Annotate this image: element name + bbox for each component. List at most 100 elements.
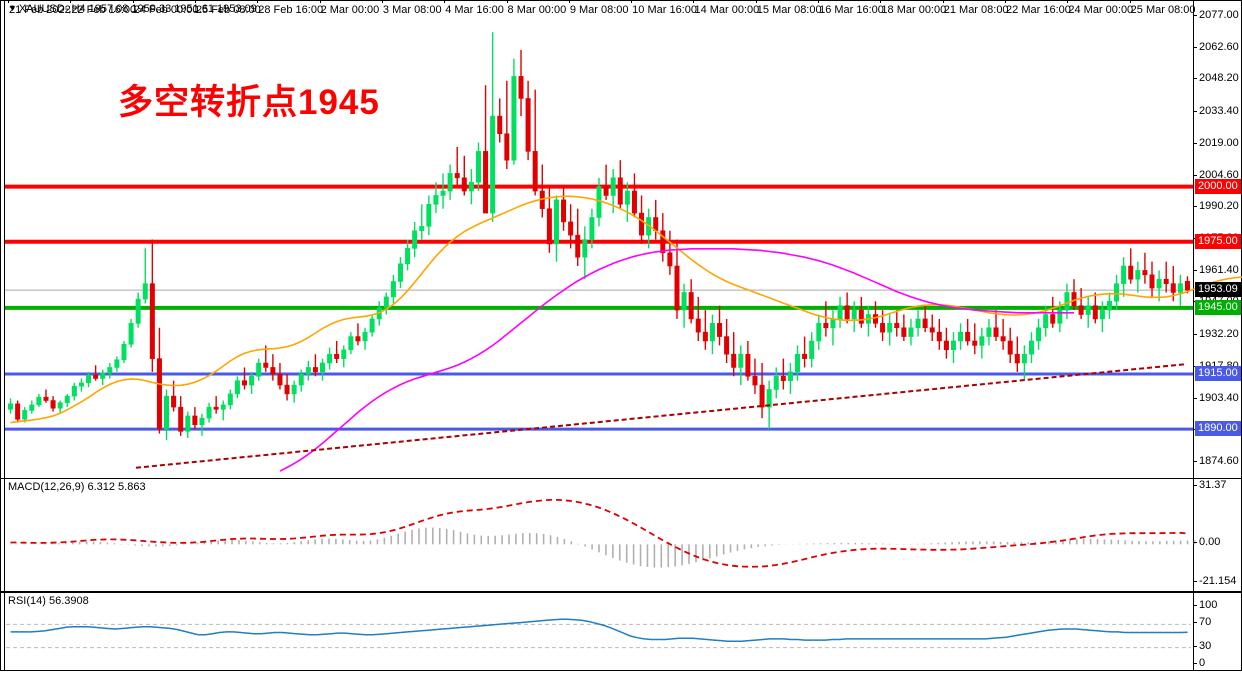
- rsi-indicator-panel[interactable]: [0, 592, 1242, 671]
- price-plot: [5, 32, 1242, 472]
- time-tick: [755, 0, 757, 3]
- time-label: 10 Mar 16:00: [632, 4, 697, 16]
- time-tick: [1005, 0, 1007, 3]
- time-tick: [1067, 0, 1069, 3]
- rsi-label: RSI(14) 56.3908: [8, 595, 89, 607]
- time-tick: [880, 0, 882, 3]
- tick-label: 30: [1199, 639, 1212, 652]
- time-tick: [70, 0, 72, 3]
- time-tick: [1129, 0, 1131, 3]
- time-label: 25 Mar 08:00: [1130, 4, 1196, 16]
- chart-symbol-header[interactable]: ▼ XAUUSD-,H4 1957.08 1959.33 1951.61 1953…: [8, 3, 257, 15]
- time-label: 4 Mar 16:00: [445, 4, 504, 16]
- tick-dash: [1193, 397, 1197, 399]
- ma-fast: [10, 195, 1242, 424]
- symbol-dropdown-caret[interactable]: ▼: [8, 3, 17, 13]
- tick-label: 2004.60: [1199, 168, 1239, 181]
- time-tick: [257, 0, 259, 3]
- tick-label: 2019.00: [1199, 136, 1239, 149]
- time-tick: [942, 0, 944, 3]
- symbol-ohlc-text: XAUUSD-,H4 1957.08 1959.33 1951.61 1953.…: [18, 3, 257, 15]
- time-label: 14 Mar 00:00: [694, 4, 760, 16]
- tick-dash: [1193, 461, 1197, 463]
- rising-trendline: [135, 363, 1187, 469]
- time-tick: [506, 0, 508, 3]
- time-tick: [568, 0, 570, 3]
- price-chart-panel[interactable]: [0, 0, 1242, 478]
- time-tick: [381, 0, 383, 3]
- tick-label: 2033.40: [1199, 105, 1239, 117]
- rsi-line: [10, 618, 1188, 642]
- tick-dash: [1193, 142, 1197, 144]
- tick-dash: [1193, 46, 1197, 48]
- time-label: 8 Mar 00:00: [507, 4, 567, 16]
- price-tag-support[interactable]: 1890.00: [1195, 421, 1241, 437]
- tick-dash: [1193, 174, 1197, 176]
- time-label: 24 Feb 00:00: [133, 4, 199, 16]
- time-label: 22 Mar 16:00: [1006, 4, 1071, 16]
- tick-dash: [1193, 645, 1197, 647]
- macd-indicator-panel[interactable]: [0, 478, 1242, 592]
- tick-label: 1874.60: [1199, 455, 1239, 468]
- time-label: 15 Mar 08:00: [756, 4, 822, 16]
- time-label: 9 Mar 08:00: [569, 4, 629, 16]
- tick-dash: [1193, 581, 1197, 582]
- tick-label: 2077.00: [1199, 8, 1239, 21]
- price-tag-resistance[interactable]: 2000.00: [1195, 178, 1241, 194]
- panel-left-rule: [4, 1, 5, 478]
- time-tick: [693, 0, 695, 3]
- tick-dash: [1193, 269, 1197, 271]
- time-label: 3 Mar 08:00: [382, 4, 442, 16]
- tick-dash: [1193, 622, 1197, 624]
- time-label: 2 Mar 00:00: [320, 4, 380, 16]
- tick-dash: [1193, 485, 1197, 486]
- macd-signal-line: [10, 499, 1188, 568]
- time-label: 22 Feb 16:00: [71, 4, 137, 16]
- time-label: 16 Mar 16:00: [819, 4, 884, 16]
- tick-dash: [1193, 542, 1197, 544]
- tick-label: 1961.40: [1199, 263, 1239, 276]
- tick-label: 31.37: [1199, 479, 1227, 491]
- price-tag-pivot[interactable]: 1945.00: [1195, 299, 1241, 315]
- macd-left-rule: [4, 479, 5, 591]
- tick-dash: [1193, 334, 1197, 336]
- rsi-axis: 100 70 30 0: [1193, 592, 1242, 671]
- macd-label: MACD(12,26,9) 6.312 5.863: [8, 481, 146, 493]
- price-tag-support[interactable]: 1915.00: [1195, 366, 1241, 382]
- chart-text-annotation[interactable]: 多空转折点1945: [118, 83, 380, 122]
- price-axis[interactable]: 2077.00 2062.60 2048.20 2033.40 2019.00 2004.…: [1193, 0, 1242, 478]
- time-label: 21 Feb 2022: [9, 4, 71, 16]
- macd-plot: [9, 499, 1196, 568]
- tick-label: 70: [1199, 616, 1212, 629]
- time-tick: [444, 0, 446, 3]
- time-axis[interactable]: 21 Feb 2022 22 Feb 16:00 24 Feb 00:00 25 Fe…: [0, 0, 1242, 21]
- tick-label: 1917.80: [1199, 360, 1239, 372]
- time-tick: [319, 0, 321, 3]
- macd-axis-separator: [1193, 479, 1194, 591]
- time-tick: [132, 0, 134, 3]
- tick-label: 0: [1199, 657, 1206, 669]
- time-label: 24 Mar 00:00: [1068, 4, 1134, 16]
- time-label: 18 Mar 00:00: [881, 4, 947, 16]
- tick-dash: [1193, 206, 1197, 208]
- rsi-plot: [6, 618, 1191, 649]
- tick-label: 1932.20: [1199, 328, 1239, 341]
- tick-dash: [1193, 663, 1197, 664]
- rsi-axis-separator: [1193, 593, 1194, 670]
- time-tick: [818, 0, 820, 3]
- tick-label: 2062.60: [1199, 40, 1239, 53]
- tick-label: 1990.20: [1199, 200, 1239, 213]
- time-label: 28 Feb 16:00: [258, 4, 324, 16]
- tick-label: 1903.40: [1199, 391, 1239, 404]
- tick-label: 100: [1199, 599, 1218, 611]
- tick-label: 2048.20: [1199, 72, 1239, 85]
- price-tag-resistance[interactable]: 1975.00: [1195, 233, 1241, 249]
- time-tick: [194, 0, 196, 3]
- price-tag-last-price[interactable]: 1953.09: [1195, 282, 1241, 298]
- price-axis-separator: [1193, 1, 1194, 478]
- tick-dash: [1193, 14, 1197, 16]
- tick-label: -21.154: [1199, 575, 1237, 587]
- time-tick: [631, 0, 633, 3]
- tick-dash: [1193, 605, 1197, 606]
